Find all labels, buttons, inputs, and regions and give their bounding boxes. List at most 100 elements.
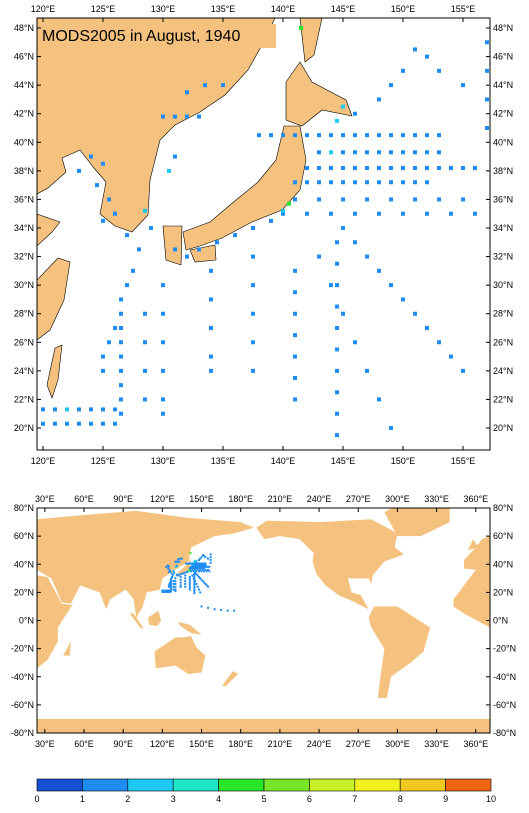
- observation: [199, 567, 202, 570]
- colorbar-segment: [354, 778, 401, 792]
- observation: [335, 118, 339, 123]
- observation: [341, 197, 345, 202]
- observation: [353, 133, 357, 138]
- observation: [172, 582, 175, 585]
- observation: [377, 211, 381, 216]
- observation: [95, 183, 99, 188]
- observation: [401, 133, 405, 138]
- observation: [341, 104, 345, 109]
- colorbar-segment: [82, 778, 129, 792]
- observation: [461, 197, 465, 202]
- observation: [197, 575, 200, 578]
- observation: [184, 582, 187, 585]
- land: [37, 510, 254, 618]
- y-tick-label: 28°N: [14, 309, 34, 319]
- land: [63, 641, 71, 656]
- observation: [196, 585, 199, 588]
- observation: [207, 606, 210, 609]
- observation: [251, 340, 255, 345]
- map-title: MODS2005 in August, 1940: [42, 28, 240, 45]
- observation: [335, 368, 339, 373]
- colorbar-segment: [445, 778, 492, 792]
- observation: [174, 577, 177, 580]
- observation: [174, 560, 177, 563]
- observation: [53, 407, 57, 412]
- observation: [119, 397, 123, 402]
- observation: [196, 574, 199, 577]
- observation: [200, 562, 203, 565]
- observation: [113, 326, 117, 330]
- observation: [197, 559, 200, 562]
- observation: [173, 114, 177, 119]
- observation: [365, 150, 369, 155]
- observation: [186, 562, 189, 565]
- observation: [401, 166, 405, 170]
- observation: [353, 180, 357, 185]
- land: [129, 613, 145, 629]
- observation: [186, 570, 189, 573]
- observation: [161, 311, 165, 316]
- observation: [180, 557, 183, 560]
- observation: [199, 577, 202, 580]
- observation: [119, 340, 123, 345]
- observation: [208, 570, 211, 573]
- observation: [305, 133, 309, 138]
- observation: [203, 83, 207, 88]
- y-tick-label: 60°N: [493, 531, 513, 541]
- land: [467, 538, 479, 551]
- observation: [161, 368, 165, 373]
- observation: [167, 168, 171, 173]
- observation: [199, 565, 202, 568]
- colorbar-segment: [263, 778, 310, 792]
- observation: [437, 150, 441, 155]
- observation: [205, 584, 208, 587]
- observation: [191, 568, 194, 571]
- y-tick-label: 80°N: [493, 503, 513, 513]
- observation: [193, 589, 196, 592]
- observation: [365, 180, 369, 185]
- observation: [125, 233, 129, 238]
- observation: [166, 564, 169, 567]
- observation: [167, 584, 170, 587]
- observation: [195, 562, 198, 565]
- observation: [205, 570, 208, 573]
- observation: [162, 589, 165, 592]
- observation: [204, 582, 207, 585]
- observation: [293, 333, 297, 338]
- observation: [170, 572, 173, 575]
- land-world: [37, 508, 490, 733]
- observation: [184, 562, 187, 565]
- observation: [207, 557, 210, 560]
- observation: [207, 568, 210, 571]
- y-tick-label: 38°N: [14, 166, 34, 176]
- observation: [188, 582, 191, 585]
- x-tick-label: 145°E: [331, 4, 356, 14]
- land: [222, 671, 239, 687]
- observation: [353, 240, 357, 245]
- observation: [425, 326, 429, 330]
- observation: [335, 326, 339, 330]
- observation: [413, 47, 417, 52]
- observation: [251, 311, 255, 316]
- observation: [425, 54, 429, 59]
- observation: [257, 133, 261, 138]
- observation: [169, 585, 172, 588]
- observation: [194, 565, 197, 568]
- observation: [437, 68, 441, 73]
- x-tick-label: 120°E: [150, 494, 175, 504]
- observation: [179, 584, 182, 587]
- observation: [169, 587, 172, 590]
- observation: [293, 268, 297, 273]
- observation: [413, 133, 417, 138]
- x-tick-label: 140°E: [271, 456, 296, 466]
- x-tick-label: 30°E: [35, 494, 55, 504]
- x-tick-label: 240°E: [307, 494, 332, 504]
- observation: [188, 588, 191, 591]
- observation: [193, 581, 196, 584]
- observation: [190, 570, 193, 573]
- observation: [143, 340, 147, 345]
- x-tick-label: 60°E: [74, 739, 94, 749]
- colorbar-label: 7: [352, 794, 357, 804]
- observation: [200, 564, 203, 567]
- y-tick-label: -60°N: [493, 700, 516, 710]
